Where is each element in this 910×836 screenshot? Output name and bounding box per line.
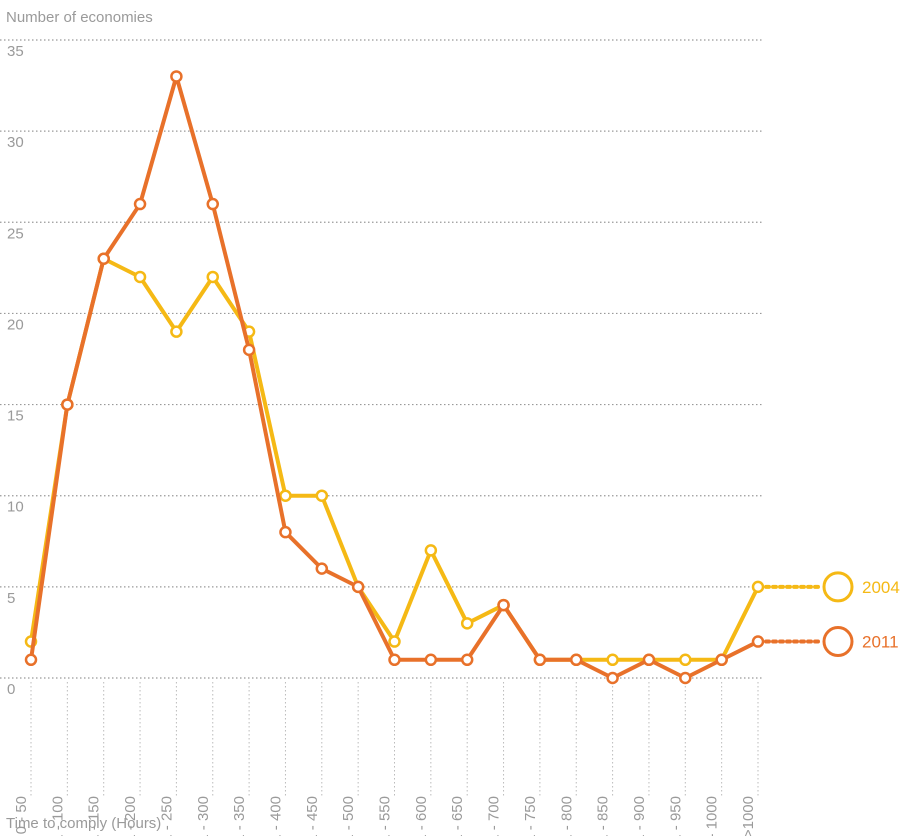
x-tick-label: 201 - 250	[158, 796, 175, 836]
point	[170, 70, 183, 83]
point	[751, 635, 765, 648]
series-line	[29, 74, 759, 680]
point	[570, 653, 583, 667]
point	[315, 489, 329, 502]
x-tick-label: 351 - 400	[267, 796, 284, 836]
point	[388, 653, 401, 667]
point	[606, 653, 619, 667]
y-tick-label: 25	[7, 225, 24, 242]
x-tick-label: 551 - 600	[413, 796, 430, 836]
x-tick-label: 601 - 650	[449, 796, 466, 836]
point	[279, 489, 292, 502]
x-tick-label: 701 - 750	[522, 796, 539, 836]
x-tick-label: 51 - 100	[49, 796, 66, 836]
legend-marker	[822, 571, 854, 603]
point	[279, 525, 292, 539]
point	[424, 544, 438, 557]
point	[606, 671, 619, 685]
x-tick-label: 0 - 50	[13, 796, 30, 834]
x-tick-label: 301 - 350	[231, 796, 248, 836]
legend-marker	[822, 626, 854, 658]
x-tick-label: 851 - 900	[631, 796, 648, 836]
point	[206, 270, 219, 284]
x-tick-label: 501 - 550	[377, 796, 394, 836]
legend-label: 2011	[862, 633, 899, 652]
point	[533, 653, 547, 667]
point	[497, 598, 510, 612]
point	[351, 580, 365, 594]
y-axis-label: Number of economies	[6, 9, 153, 26]
point	[315, 562, 329, 575]
x-tick-label: 651 - 700	[486, 796, 503, 836]
y-tick-label: 35	[7, 43, 24, 60]
point	[679, 671, 692, 685]
y-tick-label: 5	[7, 590, 15, 607]
x-axis-label: Time to comply (Hours)	[6, 815, 161, 832]
point	[460, 617, 474, 630]
y-tick-label: 15	[7, 408, 24, 425]
x-tick-label: 801 - 850	[595, 796, 612, 836]
point	[642, 653, 656, 667]
x-tick-label: 901 - 950	[667, 796, 684, 836]
x-tick-label: 151 - 200	[122, 796, 139, 836]
point	[388, 635, 401, 648]
point	[242, 343, 256, 357]
point	[97, 252, 110, 265]
y-tick-label: 30	[7, 134, 24, 151]
point	[679, 653, 692, 667]
x-tick-label: 751 - 800	[558, 796, 575, 836]
point	[61, 398, 74, 411]
x-tick-label: 401 - 450	[304, 796, 321, 836]
point	[751, 580, 765, 594]
point	[133, 270, 147, 284]
x-tick-label: >1000	[740, 796, 757, 836]
point	[424, 653, 438, 667]
point	[170, 325, 183, 338]
x-tick-label: 951 - 1000	[704, 796, 721, 836]
series-line	[29, 256, 760, 662]
y-tick-label: 0	[7, 681, 15, 698]
x-tick-label: 251 - 300	[195, 796, 212, 836]
point	[460, 653, 474, 667]
point	[133, 197, 147, 211]
point	[206, 197, 219, 211]
y-tick-label: 20	[7, 316, 24, 333]
x-tick-label: 451 - 500	[340, 796, 357, 836]
point	[24, 653, 38, 667]
x-tick-label: 101 - 150	[86, 796, 103, 836]
y-tick-label: 10	[7, 499, 24, 516]
point	[715, 653, 728, 667]
legend-label: 2004	[862, 578, 900, 597]
